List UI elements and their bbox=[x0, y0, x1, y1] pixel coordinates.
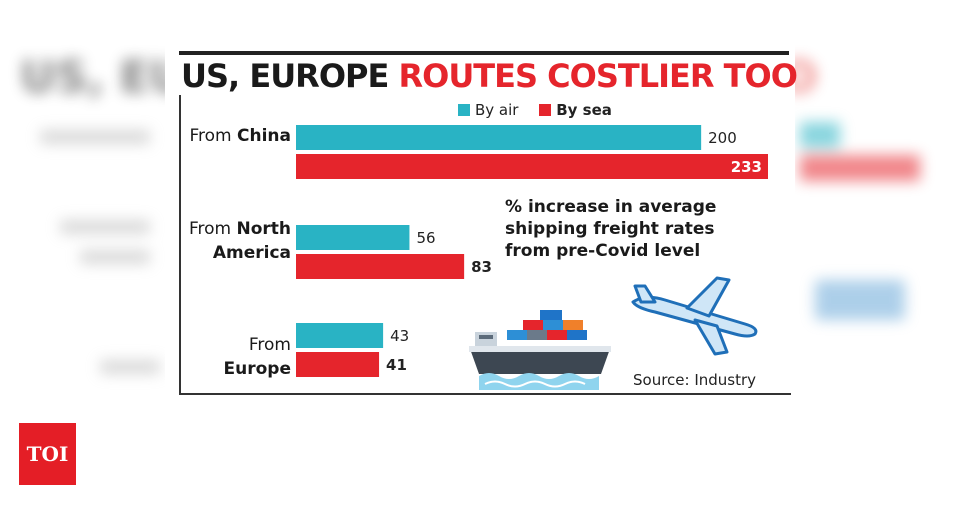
backdrop-shape bbox=[40, 130, 150, 144]
legend-swatch-air bbox=[458, 104, 470, 116]
chart-frame bbox=[179, 95, 791, 395]
legend-swatch-sea bbox=[539, 104, 552, 116]
value-label-china-sea: 233 bbox=[731, 158, 762, 176]
source-note: Source: Industry bbox=[633, 371, 757, 389]
category-label-europe: Europe bbox=[224, 359, 291, 379]
bar-north-america-sea bbox=[296, 254, 465, 279]
category-label-part: North bbox=[236, 219, 291, 239]
category-label-china: From China bbox=[189, 126, 291, 146]
airplane-icon bbox=[631, 276, 758, 356]
category-label-part: America bbox=[213, 243, 291, 263]
blurred-backdrop: US, EU O bbox=[0, 30, 960, 410]
bar-china-air bbox=[296, 125, 702, 150]
category-label-part: Europe bbox=[224, 359, 291, 379]
infographic-card: US, EUROPE ROUTES COSTLIER TOO By air By… bbox=[165, 40, 798, 412]
legend-item-sea: By sea bbox=[539, 101, 612, 119]
legend: By air By sea bbox=[458, 101, 628, 119]
backdrop-shape bbox=[800, 122, 840, 148]
legend-label-sea: By sea bbox=[556, 101, 612, 119]
category-label-part: From bbox=[189, 126, 237, 146]
category-label-north-america: America bbox=[213, 243, 291, 263]
backdrop-shape bbox=[815, 280, 905, 320]
category-label-europe: From bbox=[249, 335, 291, 355]
value-label-north-america-air: 56 bbox=[416, 229, 435, 247]
bar-north-america-air bbox=[296, 225, 410, 250]
category-label-part: From bbox=[189, 219, 237, 239]
title-part-black: US, EUROPE bbox=[181, 57, 389, 95]
annotation-text: % increase in average shipping freight r… bbox=[505, 197, 717, 261]
bar-europe-air bbox=[296, 323, 384, 348]
value-label-china-air: 200 bbox=[708, 129, 737, 147]
backdrop-shape bbox=[800, 155, 920, 181]
value-label-north-america-sea: 83 bbox=[471, 258, 492, 276]
legend-item-air: By air bbox=[458, 101, 518, 119]
title-part-red: ROUTES COSTLIER TOO bbox=[398, 57, 797, 95]
toi-logo: TOI bbox=[19, 423, 76, 485]
backdrop-shape bbox=[100, 360, 160, 374]
backdrop-shape bbox=[80, 250, 150, 264]
top-rule bbox=[179, 51, 789, 55]
legend-label-air: By air bbox=[475, 101, 519, 119]
backdrop-title: US, EU bbox=[20, 52, 186, 103]
bar-europe-sea bbox=[296, 352, 380, 377]
chart-title: US, EUROPE ROUTES COSTLIER TOO bbox=[181, 56, 798, 96]
bar-china-sea bbox=[296, 154, 768, 179]
toi-logo-text: TOI bbox=[26, 442, 69, 466]
category-label-north-america: From North bbox=[189, 219, 291, 239]
value-label-europe-sea: 41 bbox=[386, 356, 407, 374]
value-label-europe-air: 43 bbox=[390, 327, 409, 345]
category-label-part: From bbox=[249, 335, 291, 355]
cargo-ship-icon bbox=[469, 310, 611, 390]
backdrop-shape bbox=[60, 220, 150, 234]
category-label-part: China bbox=[237, 126, 291, 146]
